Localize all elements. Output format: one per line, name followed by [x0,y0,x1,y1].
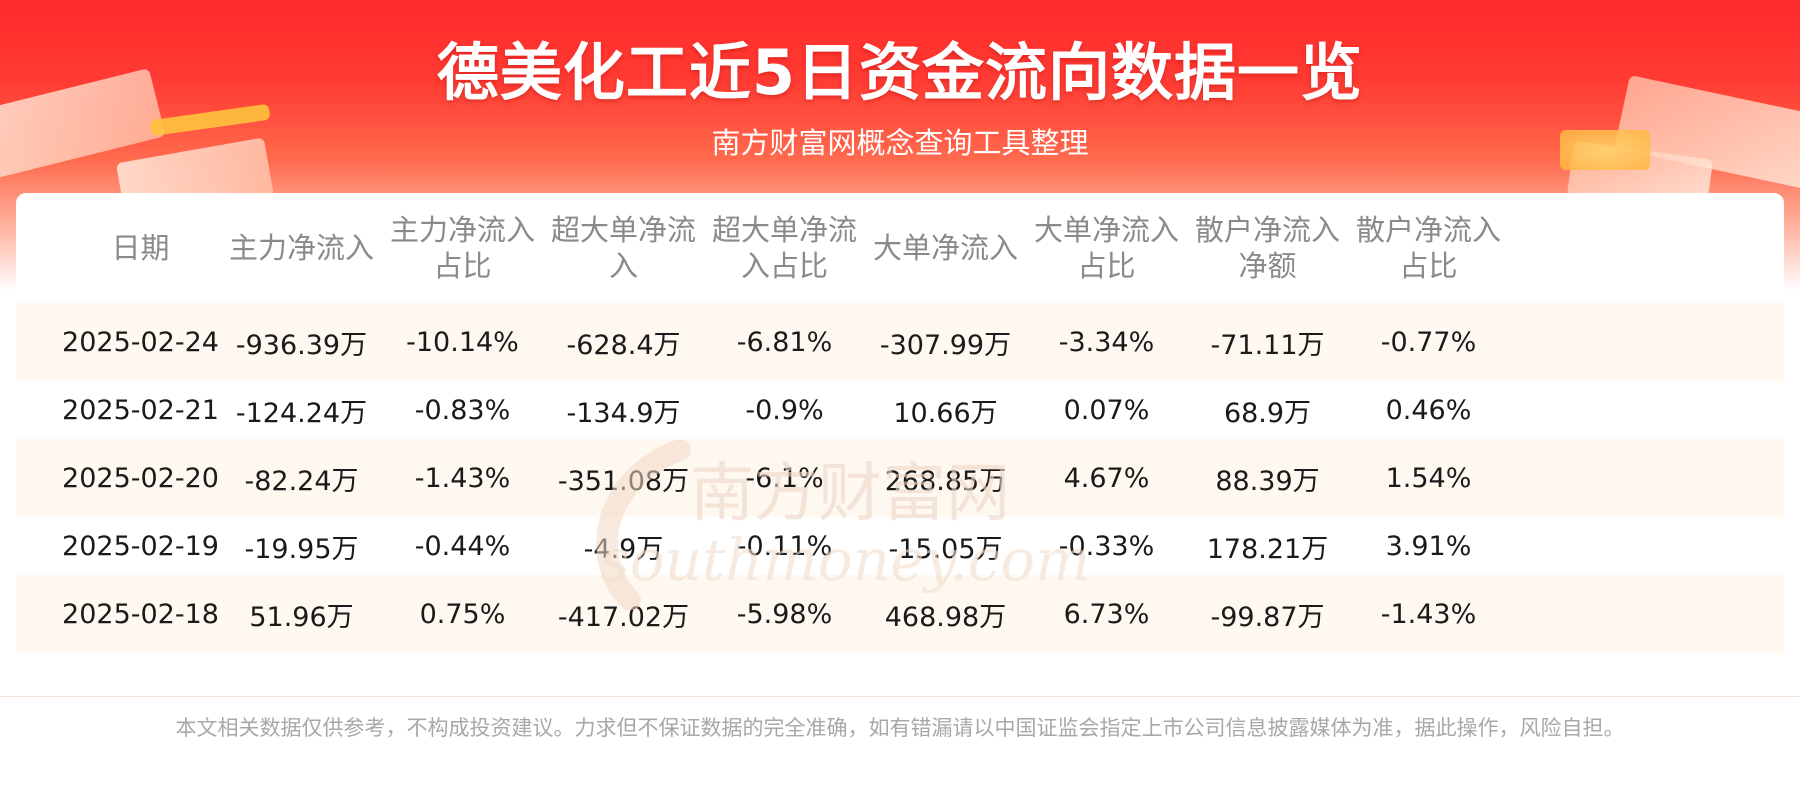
value-cell: -3.34% [1058,326,1155,358]
value-cell: -19.95万 [244,533,359,565]
date-cell: 2025-02-20 [62,462,219,494]
value-cell: 178.21万 [1206,533,1329,565]
value-cell: 0.46% [1385,394,1472,426]
column-header: 大单净流入 占比 [1014,193,1199,303]
value-cell: -628.4万 [566,329,681,361]
column-header-line: 大单净流入 [1033,213,1179,247]
value-cell: 3.91% [1385,530,1472,562]
value-cell: -0.77% [1380,326,1477,358]
value-cell: 4.67% [1063,462,1150,494]
value-cell: -0.33% [1058,530,1155,562]
column-header-line: 超大单净流 [550,213,696,247]
column-header-line: 净额 [1238,249,1297,283]
column-header-line: 主力净流入 [389,213,535,247]
value-cell: -15.05万 [888,533,1003,565]
column-header-line: 占比 [1399,249,1458,283]
value-cell: -10.14% [406,326,519,358]
column-header-line: 散户净流入 [1194,213,1340,247]
value-cell: -71.11万 [1210,329,1325,361]
column-header-line: 散户净流入 [1355,213,1501,247]
value-cell: -417.02万 [557,601,690,633]
column-header: 散户净流入 净额 [1175,193,1360,303]
column-header-line: 日期 [111,231,170,265]
value-cell: -1.43% [1380,598,1477,630]
table-header-row: 日期 主力净流入 主力净流入 占比 超大单净流入超大单净流 入占比 大单净流入 大单净流入 占比… [16,193,1784,303]
value-cell: 88.39万 [1215,465,1320,497]
column-header-line: 入 [608,249,638,283]
decorative-coin [1560,130,1650,170]
data-table-card: 日期 主力净流入 主力净流入 占比 超大单净流入超大单净流 入占比 大单净流入 大单净流入 占比… [16,193,1784,696]
table-row: 2025-02-24 -936.39万 -10.14% -628.4万 -6.81% -3… [16,303,1784,381]
column-header: 主力净流入 占比 [370,193,555,303]
value-cell: 1.54% [1385,462,1472,494]
column-header: 主力净流入 [209,193,394,303]
value-cell: -99.87万 [1210,601,1325,633]
value-cell: -82.24万 [244,465,359,497]
page-title: 德美化工近5日资金流向数据一览 [436,36,1364,109]
value-cell: -5.98% [736,598,833,630]
table-row: 2025-02-18 51.96万 0.75% -417.02万 -5.98% 468.9… [16,575,1784,653]
value-cell: 6.73% [1063,598,1150,630]
value-cell: -936.39万 [235,329,368,361]
value-cell: 68.9万 [1223,397,1312,429]
column-header-line: 大单净流入 [872,231,1018,265]
column-header: 日期 [48,193,233,303]
value-cell: -0.83% [414,394,511,426]
divider [0,696,1800,697]
value-cell: 468.98万 [884,601,1007,633]
table-row: 2025-02-19 -19.95万 -0.44% -4.9万 -0.11% -15.05… [16,507,1784,585]
value-cell: -1.43% [414,462,511,494]
value-cell: -4.9万 [583,533,664,565]
disclaimer-text: 本文相关数据仅供参考，不构成投资建议。力求但不保证数据的完全准确，如有错漏请以中… [175,716,1625,740]
column-header-line: 占比 [1077,249,1136,283]
value-cell: -134.9万 [566,397,681,429]
column-header: 超大单净流入 [531,193,716,303]
table-row: 2025-02-20 -82.24万 -1.43% -351.08万 -6.1% 268.… [16,439,1784,517]
value-cell: -6.81% [736,326,833,358]
value-cell: -6.1% [745,462,824,494]
value-cell: 51.96万 [249,601,354,633]
value-cell: -0.44% [414,530,511,562]
value-cell: -307.99万 [879,329,1012,361]
column-header: 超大单净流 入占比 [692,193,877,303]
value-cell: 268.85万 [884,465,1007,497]
value-cell: 0.75% [419,598,506,630]
value-cell: -0.11% [736,530,833,562]
column-header-line: 主力净流入 [228,231,374,265]
page-subtitle: 南方财富网概念查询工具整理 [711,126,1089,160]
date-cell: 2025-02-24 [62,326,219,358]
table-row: 2025-02-21 -124.24万 -0.83% -134.9万 -0.9% 10.6… [16,371,1784,449]
value-cell: -0.9% [745,394,824,426]
date-cell: 2025-02-18 [62,598,219,630]
column-header-line: 占比 [433,249,492,283]
value-cell: 0.07% [1063,394,1150,426]
value-cell: -351.08万 [557,465,690,497]
value-cell: -124.24万 [235,397,368,429]
date-cell: 2025-02-21 [62,394,219,426]
column-header: 散户净流入 占比 [1336,193,1521,303]
value-cell: 10.66万 [893,397,998,429]
column-header-line: 入占比 [740,249,828,283]
column-header-line: 超大单净流 [711,213,857,247]
date-cell: 2025-02-19 [62,530,219,562]
column-header: 大单净流入 [853,193,1038,303]
